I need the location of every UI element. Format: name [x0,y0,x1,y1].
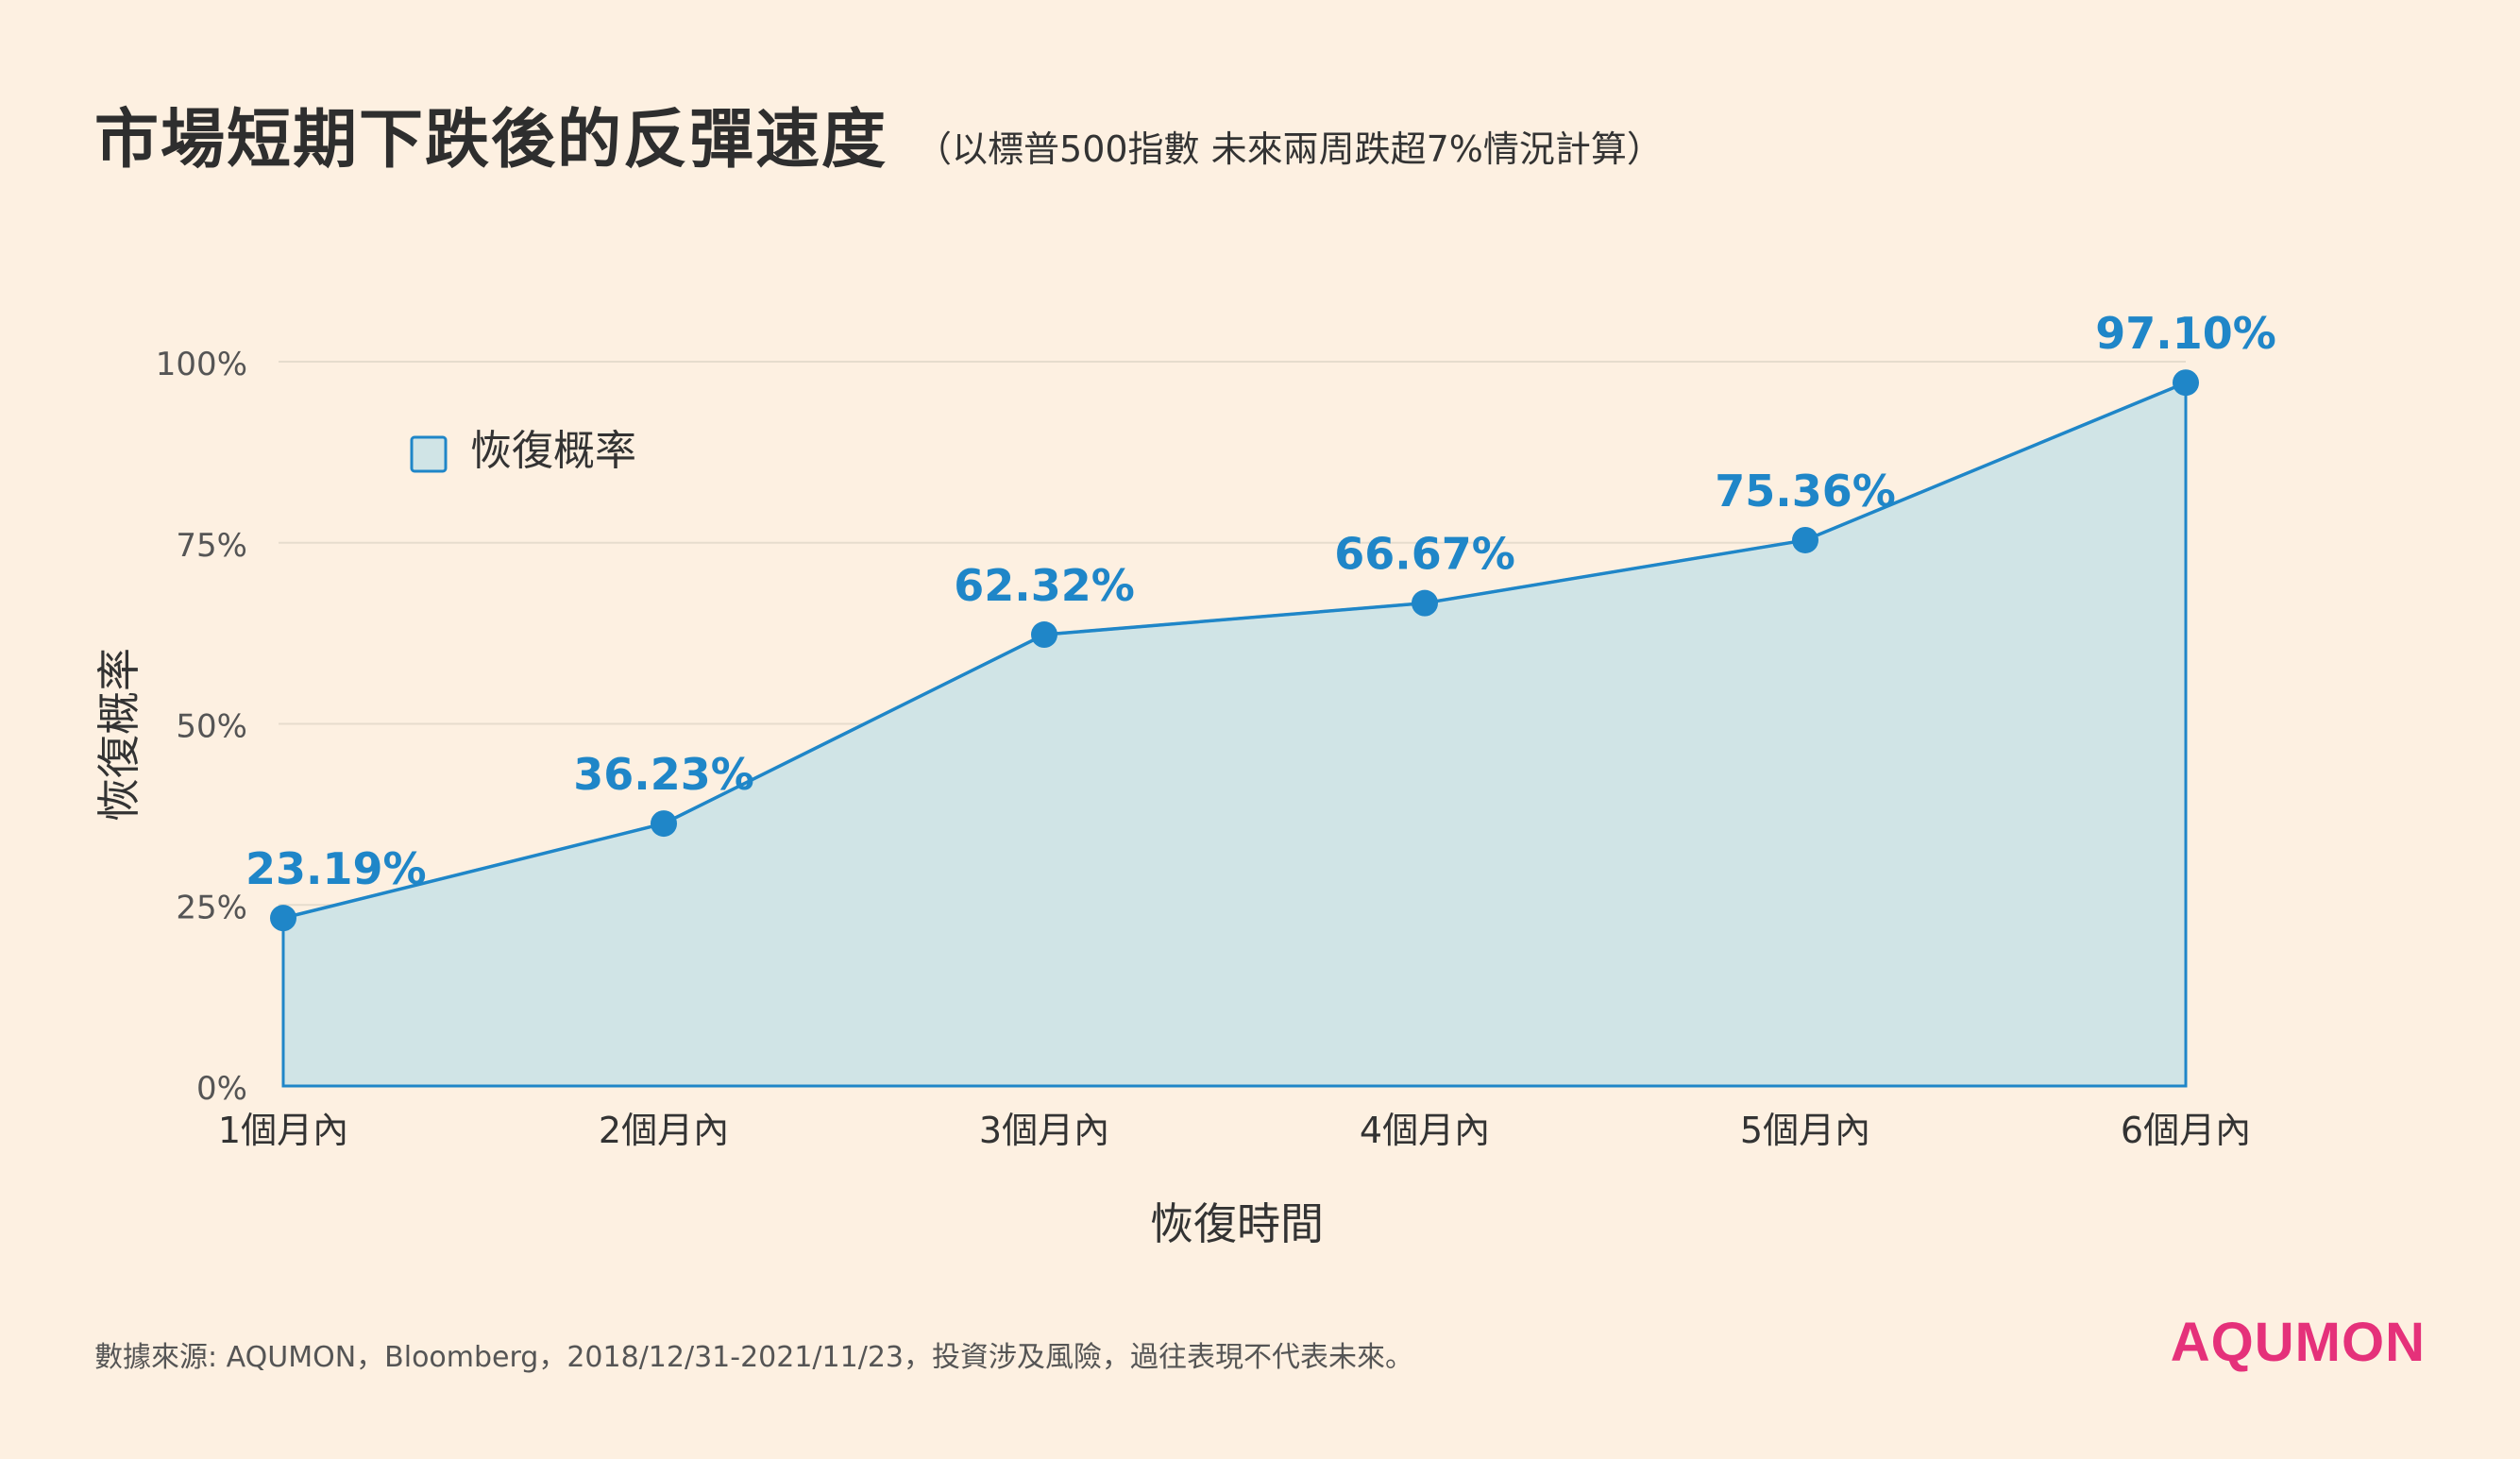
data-label: 36.23% [573,749,754,800]
y-tick-label: 0% [196,1070,247,1108]
y-tick-label: 50% [176,708,247,746]
legend-swatch [410,435,448,473]
x-tick-label: 1個月內 [218,1110,348,1151]
data-point [2173,369,2199,397]
data-labels: 23.19% 36.23% 62.32% 66.67% 75.36% 97.10% [245,308,2276,894]
data-points [270,369,2199,932]
chart-title: 市場短期下跌後的反彈速度 [94,103,888,178]
x-tick-label: 5個月內 [1740,1110,1870,1151]
chart-subtitle: （以標普500指數 未來兩周跌超7%情況計算） [916,128,1663,170]
y-axis-title: 恢復概率 [93,648,144,822]
source-footnote: 數據來源: AQUMON，Bloomberg，2018/12/31-2021/1… [94,1341,1413,1374]
legend-label: 恢復概率 [470,427,636,475]
data-point [651,810,677,838]
data-point [1412,589,1438,617]
series-line [282,381,2187,920]
x-tick-label: 6個月內 [2121,1110,2251,1151]
y-tick-label: 75% [176,527,247,565]
x-tick-label: 3個月內 [979,1110,1109,1151]
data-label: 66.67% [1334,529,1515,580]
data-point [1792,526,1818,553]
data-label: 75.36% [1715,466,1896,517]
data-label: 97.10% [2095,308,2276,359]
x-axis-title: 恢復時間 [1150,1198,1324,1249]
x-tick-label: 4個月內 [1360,1110,1490,1151]
data-point [270,905,296,932]
legend: 恢復概率 [410,427,636,475]
title-row: 市場短期下跌後的反彈速度 （以標普500指數 未來兩周跌超7%情況計算） [94,87,1663,180]
y-tick-label: 100% [156,346,247,383]
y-tick-label: 25% [176,889,247,926]
x-axis-ticks: 1個月內 2個月內 3個月內 4個月內 5個月內 6個月內 [218,1110,2251,1151]
y-axis-ticks: 0% 25% 50% 75% 100% [156,346,247,1108]
data-label: 23.19% [245,843,427,894]
area-fill [281,380,2188,1088]
x-tick-label: 2個月內 [599,1110,729,1151]
brand-logo: AQUMON [2170,1312,2426,1373]
data-point [1031,621,1057,649]
data-label: 62.32% [954,560,1135,611]
